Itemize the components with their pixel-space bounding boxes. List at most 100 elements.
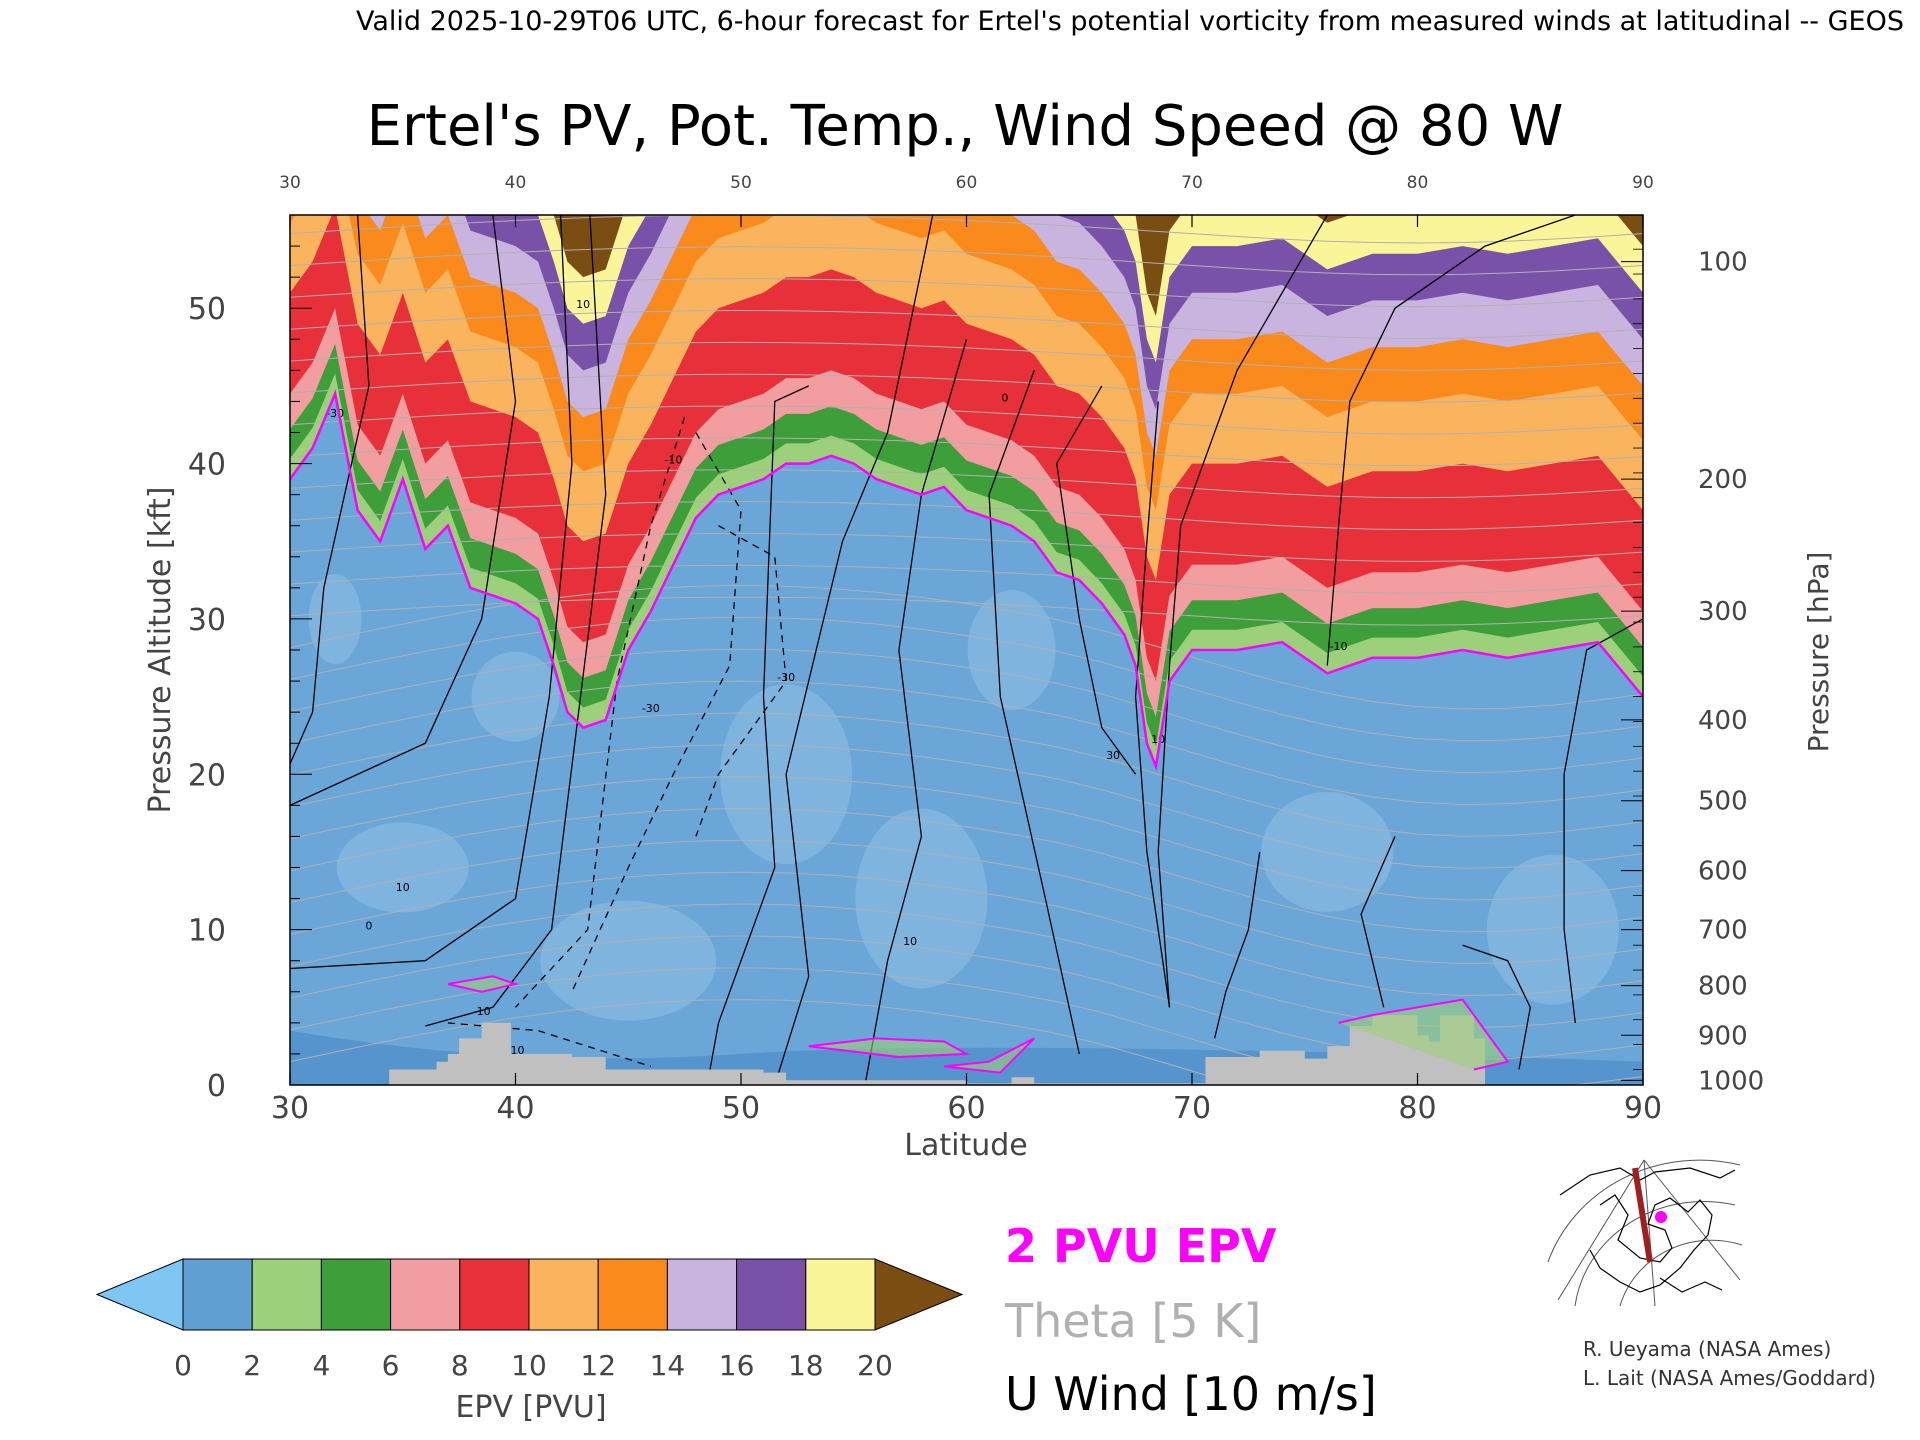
section-marker xyxy=(1655,1211,1667,1223)
u-wind-contour-19 xyxy=(1462,944,1531,1070)
theta-contour-7 xyxy=(290,776,1643,901)
p-tick-label-1000: 1000 xyxy=(1698,1066,1764,1096)
x-tick-label-80: 80 xyxy=(1398,1091,1436,1126)
light-patch-2 xyxy=(540,900,717,1021)
chart-title: Ertel's PV, Pot. Temp., Wind Speed @ 80 … xyxy=(367,94,1564,159)
colorbar-swatch-8 xyxy=(736,1258,807,1331)
p-tick-label-200: 200 xyxy=(1698,465,1748,495)
u-wind-contour-3 xyxy=(425,215,607,1027)
y-tick-label-0: 0 xyxy=(207,1069,226,1104)
u-wind-label-12: -10 xyxy=(473,1005,491,1018)
p-tick-label-400: 400 xyxy=(1698,706,1748,736)
colorbar: 0 2 4 6 8 10 12 14 16 18 20 xyxy=(95,1258,964,1382)
theta-contour-24 xyxy=(290,278,1643,308)
colorbar-swatch-3 xyxy=(390,1258,461,1331)
theta-contour-8 xyxy=(290,744,1643,869)
light-patch-5 xyxy=(1261,791,1394,912)
colorbar-swatch-0 xyxy=(182,1258,253,1331)
colorbar-tick-18: 18 xyxy=(788,1349,824,1382)
colorbar-tick-2: 2 xyxy=(243,1349,261,1382)
pv-2-blob-0 xyxy=(447,975,520,993)
x-top-label-40: 40 xyxy=(505,173,527,193)
theta-contour-4 xyxy=(290,871,1643,997)
x-tick-label-60: 60 xyxy=(947,1091,985,1126)
credit-1: R. Ueyama (NASA Ames) xyxy=(1583,1337,1831,1361)
colorbar-tick-4: 4 xyxy=(312,1349,330,1382)
theta-contour-6 xyxy=(290,807,1643,933)
y-tick-label-50: 50 xyxy=(188,292,226,327)
u-wind-contour-10 xyxy=(864,339,968,1085)
pv-2-contour xyxy=(290,389,1643,772)
y-tick-label-30: 30 xyxy=(188,603,226,638)
x-tick-label-30: 30 xyxy=(271,1091,309,1126)
colorbar-tick-0: 0 xyxy=(174,1349,192,1382)
u-wind-label-3: -30 xyxy=(642,702,660,715)
theta-contour-5 xyxy=(290,839,1643,965)
terrain xyxy=(389,1015,1486,1085)
colorbar-tick-20: 20 xyxy=(857,1349,893,1382)
theta-contour-20 xyxy=(290,405,1643,435)
u-wind-contour-14 xyxy=(1157,215,1328,1008)
legend-u-wind: U Wind [10 m/s] xyxy=(1005,1367,1377,1421)
colorbar-tick-16: 16 xyxy=(719,1349,755,1382)
colorbar-swatch-4 xyxy=(459,1258,530,1331)
colorbar-tick-8: 8 xyxy=(451,1349,469,1382)
light-patch-0 xyxy=(308,573,362,664)
colorbar-swatch-2 xyxy=(320,1258,392,1331)
p-tick-label-300: 300 xyxy=(1698,597,1748,627)
p-tick-label-900: 900 xyxy=(1698,1021,1748,1051)
y-tick-label-20: 20 xyxy=(188,758,226,793)
y-tick-label-10: 10 xyxy=(188,914,226,949)
colorbar-swatch-7 xyxy=(666,1258,738,1331)
colorbar-tick-12: 12 xyxy=(580,1349,616,1382)
colorbar-tick-10: 10 xyxy=(511,1349,547,1382)
theta-contour-0 xyxy=(290,999,1242,1085)
u-wind-contour-15 xyxy=(1326,215,1576,666)
colorbar-label: EPV [PVU] xyxy=(455,1390,606,1425)
pv-band-8 xyxy=(538,215,1643,363)
x-tick-label-40: 40 xyxy=(496,1091,534,1126)
stratosphere-pv-bands xyxy=(290,215,1643,767)
u-wind-label-0: 10 xyxy=(576,298,590,311)
p-tick-label-800: 800 xyxy=(1698,972,1748,1002)
legend-theta: Theta [5 K] xyxy=(1004,1294,1261,1348)
x-tick-label-90: 90 xyxy=(1624,1091,1662,1126)
pv-2-blob-3 xyxy=(1338,998,1510,1071)
u-wind-label-7: -10 xyxy=(1330,640,1348,653)
colorbar-over-arrow xyxy=(874,1258,964,1331)
valid-line: Valid 2025-10-29T06 UTC, 6-hour forecast… xyxy=(356,6,1904,37)
u-wind-contour-2 xyxy=(290,215,573,970)
colorbar-tick-6: 6 xyxy=(382,1349,400,1382)
colorbar-swatch-6 xyxy=(597,1258,668,1331)
x-tick-label-50: 50 xyxy=(722,1091,760,1126)
u-wind-contour-12 xyxy=(1056,385,1137,775)
theta-contour-18 xyxy=(290,469,1643,499)
x-top-label-70: 70 xyxy=(1181,173,1203,193)
y-axis-label: Pressure Altitude [kft] xyxy=(143,487,178,814)
u-wind-contour-18 xyxy=(1360,836,1396,1008)
u-wind-label-1: 0 xyxy=(1001,391,1008,404)
theta-contour-19 xyxy=(290,437,1643,467)
p-tick-label-100: 100 xyxy=(1698,248,1748,278)
u-wind-contour-1 xyxy=(290,215,517,806)
pv-2-blob-2 xyxy=(943,1037,1035,1074)
legend-pv: 2 PVU EPV xyxy=(1005,1219,1277,1273)
colorbar-swatch-5 xyxy=(528,1258,599,1331)
colorbar-swatch-9 xyxy=(805,1258,876,1331)
light-patch-1 xyxy=(336,822,469,913)
theta-contour-10 xyxy=(290,680,1643,806)
u-wind-contour-8 xyxy=(706,385,809,1085)
section-line xyxy=(1632,1167,1653,1263)
u-wind-contour-9 xyxy=(774,215,934,1085)
x-top-label-30: 30 xyxy=(279,173,301,193)
theta-contour-12 xyxy=(290,616,1643,742)
terrain-fill xyxy=(389,1015,1486,1085)
u-wind-contour-5 xyxy=(571,432,742,993)
u-wind-contour-11 xyxy=(988,370,1080,1055)
theta-contour-15 xyxy=(290,564,1643,594)
u-wind-label-5: 10 xyxy=(903,935,917,948)
x-top-label-60: 60 xyxy=(956,173,978,193)
u-wind-contour-6 xyxy=(695,525,787,837)
